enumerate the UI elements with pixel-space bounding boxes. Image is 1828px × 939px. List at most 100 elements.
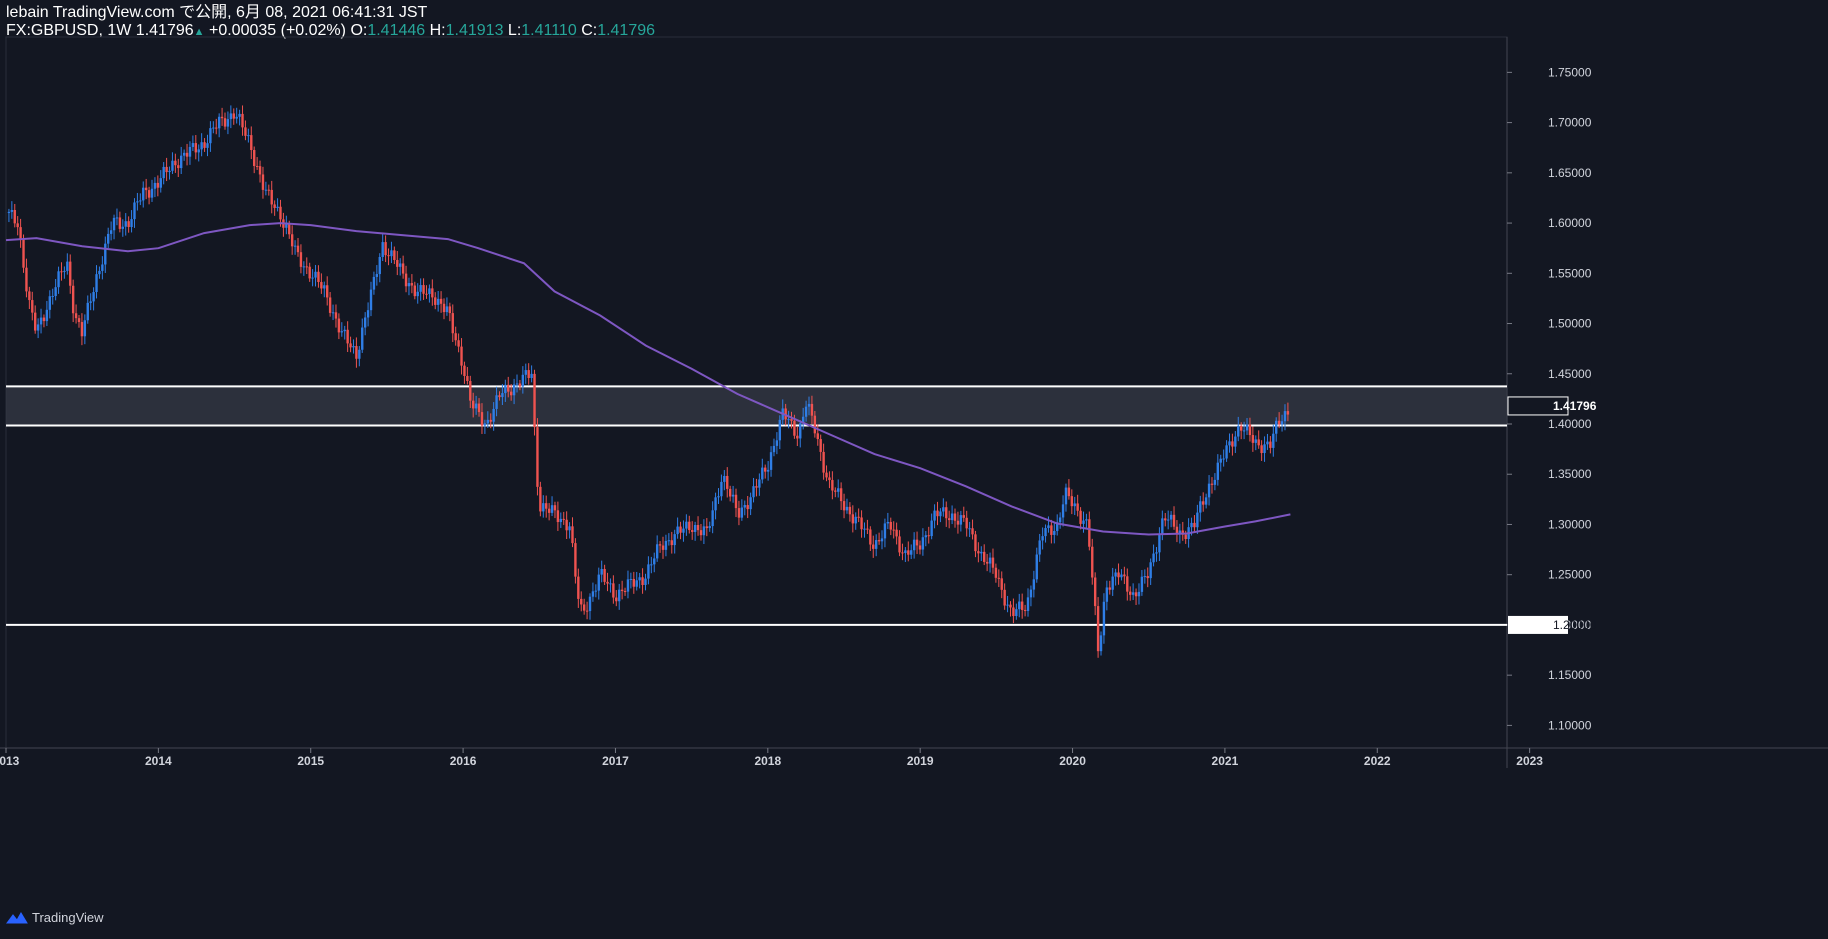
candle-body (442, 303, 446, 313)
tradingview-logo-icon (6, 911, 28, 923)
candle-body (1190, 522, 1193, 528)
candle-body (1242, 430, 1246, 432)
candle-body (1204, 497, 1208, 505)
last-price-label-box (1507, 396, 1569, 416)
candle-body (942, 507, 945, 512)
candle-body (620, 589, 624, 592)
candle-body (588, 596, 592, 612)
candle-body (118, 217, 122, 229)
candle-body (577, 576, 580, 599)
candle-body (489, 419, 492, 422)
candle-body (682, 528, 685, 533)
candle-body (436, 298, 440, 305)
candle-body (787, 419, 790, 421)
candle-body (194, 143, 198, 153)
candle-body (1129, 591, 1132, 595)
candle-body (410, 283, 414, 286)
candle-body (1111, 576, 1114, 590)
candle-body (1234, 436, 1237, 447)
candle-body (509, 391, 513, 396)
candle-body (19, 227, 22, 240)
candle-body (1143, 576, 1147, 578)
candle-body (565, 519, 568, 531)
y-tick-label: 1.45000 (1548, 367, 1592, 381)
candle-body (580, 598, 583, 605)
candle-body (734, 494, 738, 509)
candle-body (985, 561, 989, 564)
candle-body (1202, 501, 1205, 505)
candle-body (693, 525, 697, 532)
candle-body (758, 479, 761, 488)
candle-body (1018, 601, 1021, 610)
candle-body (623, 591, 627, 593)
candle-body (676, 526, 679, 535)
candle-body (597, 574, 600, 591)
candle-body (872, 544, 875, 549)
candle-body (1245, 424, 1249, 431)
candle-body (1117, 572, 1120, 578)
candle-body (854, 516, 857, 524)
candle-body (1152, 553, 1155, 563)
candle-body (25, 267, 28, 292)
candle-body (241, 113, 244, 128)
candle-body (358, 349, 361, 359)
candle-body (1155, 552, 1158, 554)
low-value: 1.41110 (521, 22, 577, 39)
candle-body (121, 226, 125, 229)
candle-body (1123, 574, 1126, 577)
candle-body (825, 472, 828, 478)
candle-body (536, 427, 539, 487)
candle-body (215, 127, 218, 129)
candle-body (177, 165, 180, 169)
candle-body (664, 540, 668, 550)
candle-body (547, 508, 551, 513)
candle-body (492, 408, 495, 422)
candle-body (945, 507, 948, 519)
candle-body (720, 481, 723, 497)
candle-body (1108, 587, 1111, 590)
candle-body (372, 276, 376, 290)
candle-body (1178, 530, 1182, 535)
candle-body (165, 166, 168, 173)
footer-brand[interactable]: TradingView (6, 910, 104, 925)
candle-body (115, 217, 119, 219)
x-tick-label: 2021 (1212, 754, 1239, 768)
candle-body (983, 551, 986, 562)
candle-body (66, 261, 69, 271)
candle-body (63, 270, 66, 272)
candle-body (831, 480, 834, 491)
candle-body (793, 420, 796, 436)
candle-body (209, 128, 212, 144)
candle-body (521, 374, 525, 387)
candle-body (997, 577, 1001, 579)
candle-body (311, 277, 314, 279)
candle-body (1067, 487, 1071, 497)
candle-body (314, 271, 317, 278)
candle-body (749, 497, 752, 510)
candle-body (477, 403, 481, 413)
candle-body (761, 467, 764, 480)
candle-body (772, 445, 776, 453)
candle-body (553, 505, 557, 511)
candle-body (571, 526, 574, 544)
candle-body (696, 525, 700, 531)
candle-body (866, 528, 869, 530)
candle-body (1120, 574, 1123, 578)
footer-brand-label: TradingView (32, 910, 104, 925)
y-tick-label: 1.55000 (1548, 266, 1592, 280)
candle-body (930, 520, 933, 537)
candle-body (618, 589, 621, 602)
candle-body (542, 503, 545, 512)
candle-body (387, 255, 390, 257)
candle-body (1093, 577, 1097, 607)
candle-body (743, 505, 746, 508)
x-tick-label: 2019 (907, 754, 934, 768)
candle-body (238, 113, 241, 117)
candle-body (267, 189, 271, 191)
candle-body (1050, 525, 1053, 535)
candle-body (384, 242, 387, 256)
candle-body (229, 113, 233, 120)
candle-body (1277, 420, 1281, 425)
candle-body (582, 604, 586, 611)
